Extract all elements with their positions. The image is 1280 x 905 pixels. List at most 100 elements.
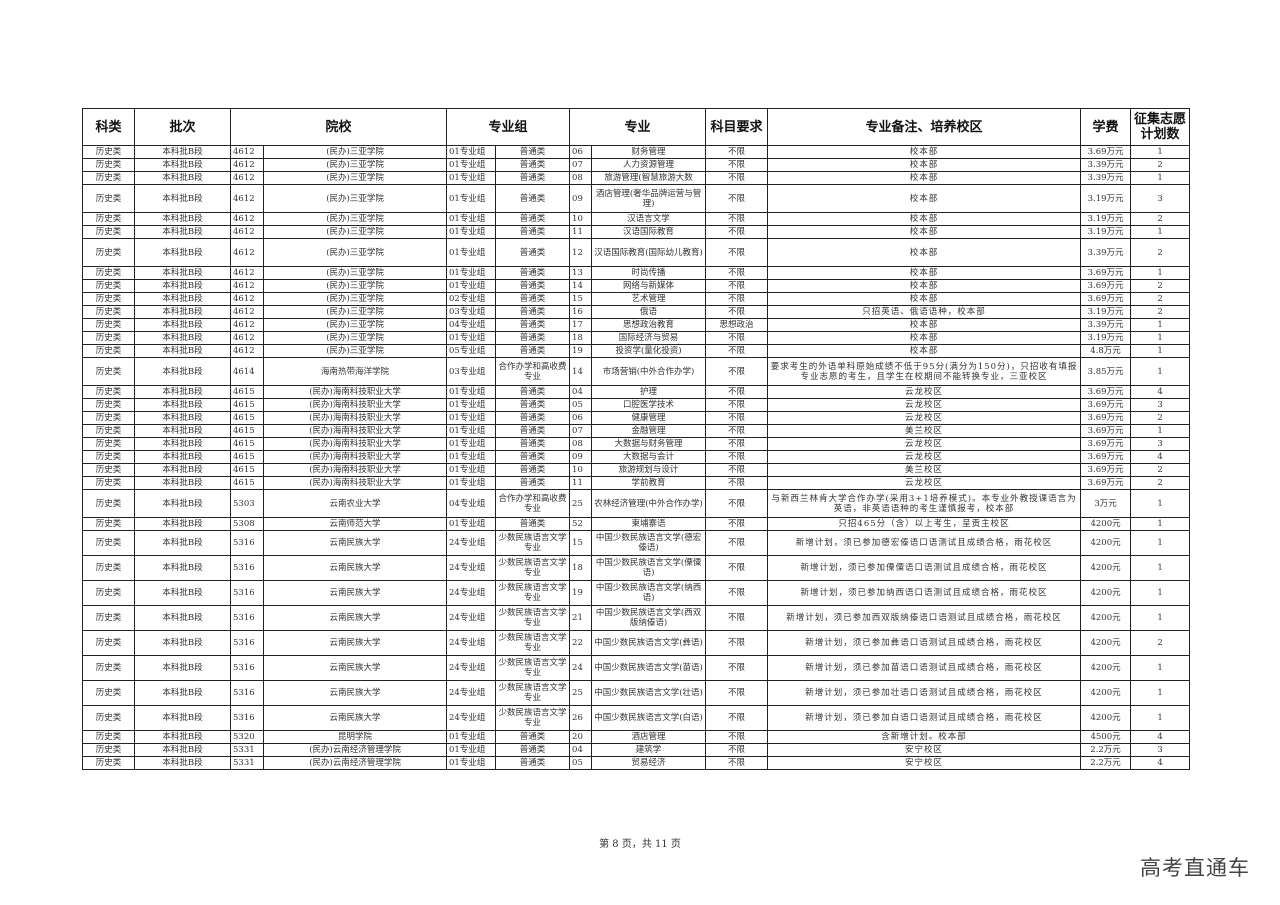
cell-plan-count: 1 (1130, 555, 1191, 581)
cell-major-code: 25 (569, 489, 593, 518)
cell-plan-count: 1 (1130, 489, 1191, 518)
cell-group: 01专业组 (446, 463, 497, 477)
cell-tuition: 3.69万元 (1080, 424, 1132, 438)
cell-major-name: 大数据与财务管理 (591, 437, 707, 451)
cell-plan-count: 1 (1130, 424, 1191, 438)
cell-school-name: 云南民族大学 (262, 530, 448, 556)
cell-subject-req: 不限 (705, 655, 769, 681)
cell-subject-req: 不限 (705, 305, 769, 319)
cell-plan-count: 1 (1130, 705, 1191, 731)
cell-group: 01专业组 (446, 756, 497, 770)
cell-school-name: (民办)海南科技职业大学 (262, 385, 448, 399)
cell-group: 01专业组 (446, 411, 497, 425)
cell-major-code: 09 (569, 184, 593, 213)
cell-note: 新增计划，须已参加苗语口语测试且成绩合格，雨花校区 (767, 655, 1082, 681)
cell-group: 03专业组 (446, 357, 497, 386)
cell-school-code: 4612 (230, 184, 264, 213)
cell-school-code: 5316 (230, 580, 264, 606)
cell-pici: 本科批B段 (134, 411, 231, 425)
cell-kelei: 历史类 (82, 555, 135, 581)
table-row: 历史类 本科批B段 4615 (民办)海南科技职业大学 01专业组 普通类 11 学前教育 不限… (82, 476, 1191, 490)
cell-tuition: 4200元 (1080, 705, 1132, 731)
cell-school-code: 5320 (230, 730, 264, 744)
cell-subject-req: 不限 (705, 357, 769, 386)
cell-plan-count: 1 (1130, 580, 1191, 606)
cell-group-type: 普通类 (495, 344, 571, 358)
page-number: 第 8 页，共 11 页 (599, 839, 681, 850)
cell-group-type: 普通类 (495, 730, 571, 744)
cell-school-name: 云南民族大学 (262, 680, 448, 706)
cell-kelei: 历史类 (82, 225, 135, 239)
cell-pici: 本科批B段 (134, 225, 231, 239)
cell-pici: 本科批B段 (134, 398, 231, 412)
cell-major-code: 12 (569, 238, 593, 267)
table-row: 历史类 本科批B段 4615 (民办)海南科技职业大学 01专业组 普通类 10 旅游规划与设… (82, 463, 1191, 477)
cell-kelei: 历史类 (82, 238, 135, 267)
header-jihua: 征集志愿计划数 (1130, 108, 1191, 146)
cell-pici: 本科批B段 (134, 530, 231, 556)
cell-subject-req: 不限 (705, 605, 769, 631)
cell-major-code: 14 (569, 357, 593, 386)
cell-subject-req: 不限 (705, 630, 769, 656)
cell-pici: 本科批B段 (134, 357, 231, 386)
cell-note: 只招465分（含）以上考生，呈贡主校区 (767, 517, 1082, 531)
cell-school-code: 4612 (230, 212, 264, 226)
cell-subject-req: 不限 (705, 424, 769, 438)
cell-subject-req: 不限 (705, 555, 769, 581)
cell-group: 01专业组 (446, 743, 497, 757)
cell-tuition: 3.69万元 (1080, 145, 1132, 159)
cell-major-code: 08 (569, 437, 593, 451)
cell-kelei: 历史类 (82, 730, 135, 744)
cell-school-name: (民办)三亚学院 (262, 344, 448, 358)
table-row: 历史类 本科批B段 4612 (民办)三亚学院 01专业组 普通类 09 酒店管理(奢华品牌运… (82, 184, 1191, 213)
cell-school-code: 4612 (230, 145, 264, 159)
table-row: 历史类 本科批B段 5316 云南民族大学 24专业组 少数民族语言文学专业 22 中国少数民… (82, 630, 1191, 656)
cell-kelei: 历史类 (82, 385, 135, 399)
cell-group: 01专业组 (446, 437, 497, 451)
cell-group-type: 普通类 (495, 238, 571, 267)
cell-kelei: 历史类 (82, 357, 135, 386)
cell-school-name: (民办)海南科技职业大学 (262, 437, 448, 451)
cell-school-name: (民办)三亚学院 (262, 305, 448, 319)
cell-plan-count: 1 (1130, 331, 1191, 345)
cell-group-type: 少数民族语言文学专业 (495, 630, 571, 656)
cell-subject-req: 不限 (705, 437, 769, 451)
table-row: 历史类 本科批B段 4612 (民办)三亚学院 01专业组 普通类 07 人力资源管理 不限 校本… (82, 158, 1191, 172)
cell-group-type: 普通类 (495, 225, 571, 239)
cell-group: 24专业组 (446, 555, 497, 581)
cell-major-code: 15 (569, 292, 593, 306)
cell-tuition: 3.19万元 (1080, 184, 1132, 213)
cell-group: 01专业组 (446, 212, 497, 226)
cell-group: 01专业组 (446, 145, 497, 159)
cell-plan-count: 2 (1130, 630, 1191, 656)
cell-group: 24专业组 (446, 630, 497, 656)
cell-kelei: 历史类 (82, 450, 135, 464)
cell-group-type: 普通类 (495, 305, 571, 319)
table-row: 历史类 本科批B段 4615 (民办)海南科技职业大学 01专业组 普通类 04 护理 不限 云龙… (82, 385, 1191, 399)
cell-school-code: 4615 (230, 476, 264, 490)
cell-plan-count: 3 (1130, 743, 1191, 757)
cell-tuition: 4500元 (1080, 730, 1132, 744)
table-row: 历史类 本科批B段 5316 云南民族大学 24专业组 少数民族语言文学专业 15 中国少数民… (82, 530, 1191, 556)
cell-school-code: 4612 (230, 279, 264, 293)
cell-school-name: (民办)海南科技职业大学 (262, 450, 448, 464)
table-row: 历史类 本科批B段 4615 (民办)海南科技职业大学 01专业组 普通类 06 健康管理 不限… (82, 411, 1191, 425)
cell-pici: 本科批B段 (134, 555, 231, 581)
table-row: 历史类 本科批B段 4612 (民办)三亚学院 01专业组 普通类 14 网络与新媒体 不限 校本… (82, 279, 1191, 293)
cell-group-type: 普通类 (495, 756, 571, 770)
table-row: 历史类 本科批B段 4612 (民办)三亚学院 01专业组 普通类 13 时尚传播 不限 校本部 3… (82, 266, 1191, 280)
table-row: 历史类 本科批B段 4615 (民办)海南科技职业大学 01专业组 普通类 08 大数据与财务… (82, 437, 1191, 451)
cell-pici: 本科批B段 (134, 655, 231, 681)
cell-plan-count: 2 (1130, 158, 1191, 172)
cell-kelei: 历史类 (82, 580, 135, 606)
cell-major-code: 08 (569, 171, 593, 185)
cell-note: 校本部 (767, 171, 1082, 185)
watermark-logo: 高考直通车 (1140, 856, 1250, 880)
cell-major-code: 06 (569, 145, 593, 159)
cell-pici: 本科批B段 (134, 680, 231, 706)
header-kelei: 科类 (82, 108, 135, 146)
cell-major-name: 财务管理 (591, 145, 707, 159)
cell-subject-req: 不限 (705, 450, 769, 464)
cell-major-code: 04 (569, 743, 593, 757)
cell-school-code: 4615 (230, 450, 264, 464)
